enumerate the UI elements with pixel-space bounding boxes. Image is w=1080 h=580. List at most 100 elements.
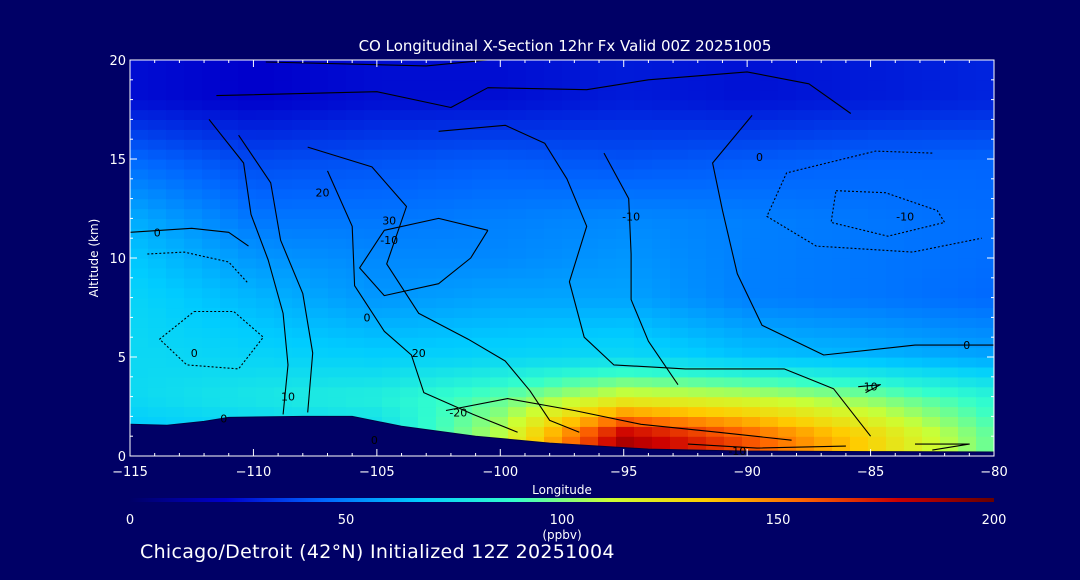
x-tick-label: −110: [236, 465, 272, 480]
co-field-cell: [904, 337, 923, 348]
co-field-cell: [310, 297, 329, 309]
co-field-cell: [580, 297, 599, 309]
co-field-cell: [328, 228, 347, 239]
co-field-cell: [850, 208, 869, 219]
co-field-cell: [904, 317, 923, 328]
co-field-cell: [184, 119, 203, 130]
co-field-cell: [292, 79, 311, 91]
co-field-cell: [886, 258, 905, 269]
co-field-cell: [148, 307, 167, 318]
co-field-cell: [274, 267, 293, 279]
co-field-cell: [886, 89, 905, 101]
co-field-cell: [670, 416, 689, 427]
co-field-cell: [220, 109, 239, 120]
co-field-cell: [526, 60, 545, 71]
y-tick-label: 10: [109, 252, 126, 267]
co-field-cell: [670, 238, 689, 249]
co-field-cell: [922, 386, 941, 398]
co-field-cell: [166, 168, 185, 180]
co-field-cell: [148, 238, 167, 249]
co-field-cell: [778, 149, 797, 160]
co-field-cell: [670, 208, 689, 219]
co-field-cell: [346, 168, 365, 180]
co-field-cell: [760, 79, 779, 91]
co-field-cell: [148, 119, 167, 130]
co-field-cell: [562, 178, 581, 190]
co-field-cell: [364, 228, 383, 239]
co-field-cell: [904, 119, 923, 130]
co-field-cell: [562, 198, 581, 210]
co-field-cell: [472, 287, 491, 299]
co-field-cell: [634, 129, 653, 140]
co-field-cell: [886, 396, 905, 408]
co-field-cell: [922, 376, 941, 388]
co-field-cell: [292, 119, 311, 130]
co-field-cell: [868, 376, 887, 388]
co-field-cell: [832, 89, 851, 101]
co-field-cell: [436, 198, 455, 210]
co-field-cell: [292, 327, 311, 338]
co-field-cell: [868, 258, 887, 269]
co-field-cell: [436, 79, 455, 91]
co-field-cell: [526, 159, 545, 170]
co-field-cell: [760, 267, 779, 279]
co-field-cell: [724, 149, 743, 160]
co-field-cell: [886, 297, 905, 309]
co-field-cell: [202, 188, 221, 200]
co-field-cell: [778, 228, 797, 239]
co-field-cell: [688, 416, 707, 427]
co-field-cell: [958, 198, 977, 210]
co-field-cell: [256, 267, 275, 279]
co-field-cell: [634, 79, 653, 91]
co-field-cell: [742, 60, 761, 71]
co-field-cell: [850, 99, 869, 111]
co-field-cell: [526, 218, 545, 229]
co-field-cell: [778, 406, 797, 417]
co-field-cell: [184, 406, 203, 417]
co-field-cell: [598, 327, 617, 338]
co-field-cell: [166, 188, 185, 200]
co-field-cell: [976, 426, 994, 437]
co-field-cell: [400, 386, 419, 398]
co-field-cell: [724, 228, 743, 239]
co-field-cell: [220, 228, 239, 239]
co-field-cell: [256, 238, 275, 249]
co-field-cell: [454, 208, 473, 219]
co-field-cell: [814, 208, 833, 219]
co-field-cell: [562, 317, 581, 328]
co-field-cell: [346, 258, 365, 269]
co-field-cell: [292, 248, 311, 259]
co-field-cell: [310, 347, 329, 358]
co-field-cell: [706, 406, 725, 417]
co-field-cell: [598, 436, 617, 447]
co-field-cell: [706, 287, 725, 299]
co-field-cell: [868, 149, 887, 160]
co-field-cell: [832, 228, 851, 239]
co-field-cell: [130, 89, 149, 101]
co-field-cell: [400, 188, 419, 200]
co-field-cell: [382, 178, 401, 190]
contour-label: 20: [412, 347, 426, 360]
co-field-cell: [688, 149, 707, 160]
co-field-cell: [724, 337, 743, 348]
co-field-cell: [184, 357, 203, 368]
co-field-cell: [346, 79, 365, 91]
co-field-cell: [742, 69, 761, 81]
co-field-cell: [904, 436, 923, 447]
co-field-cell: [778, 188, 797, 200]
co-field-cell: [562, 149, 581, 160]
co-field-cell: [922, 149, 941, 160]
co-field-cell: [598, 109, 617, 120]
contour-label: 0: [191, 347, 198, 360]
co-field-cell: [760, 426, 779, 437]
co-field-cell: [238, 129, 257, 140]
co-field-cell: [832, 188, 851, 200]
co-field-cell: [796, 248, 815, 259]
co-field-cell: [292, 297, 311, 309]
co-field-cell: [364, 396, 383, 408]
co-field-cell: [616, 357, 635, 368]
co-field-cell: [778, 436, 797, 447]
co-field-cell: [958, 267, 977, 279]
co-field-cell: [328, 347, 347, 358]
co-field-cell: [652, 347, 671, 358]
